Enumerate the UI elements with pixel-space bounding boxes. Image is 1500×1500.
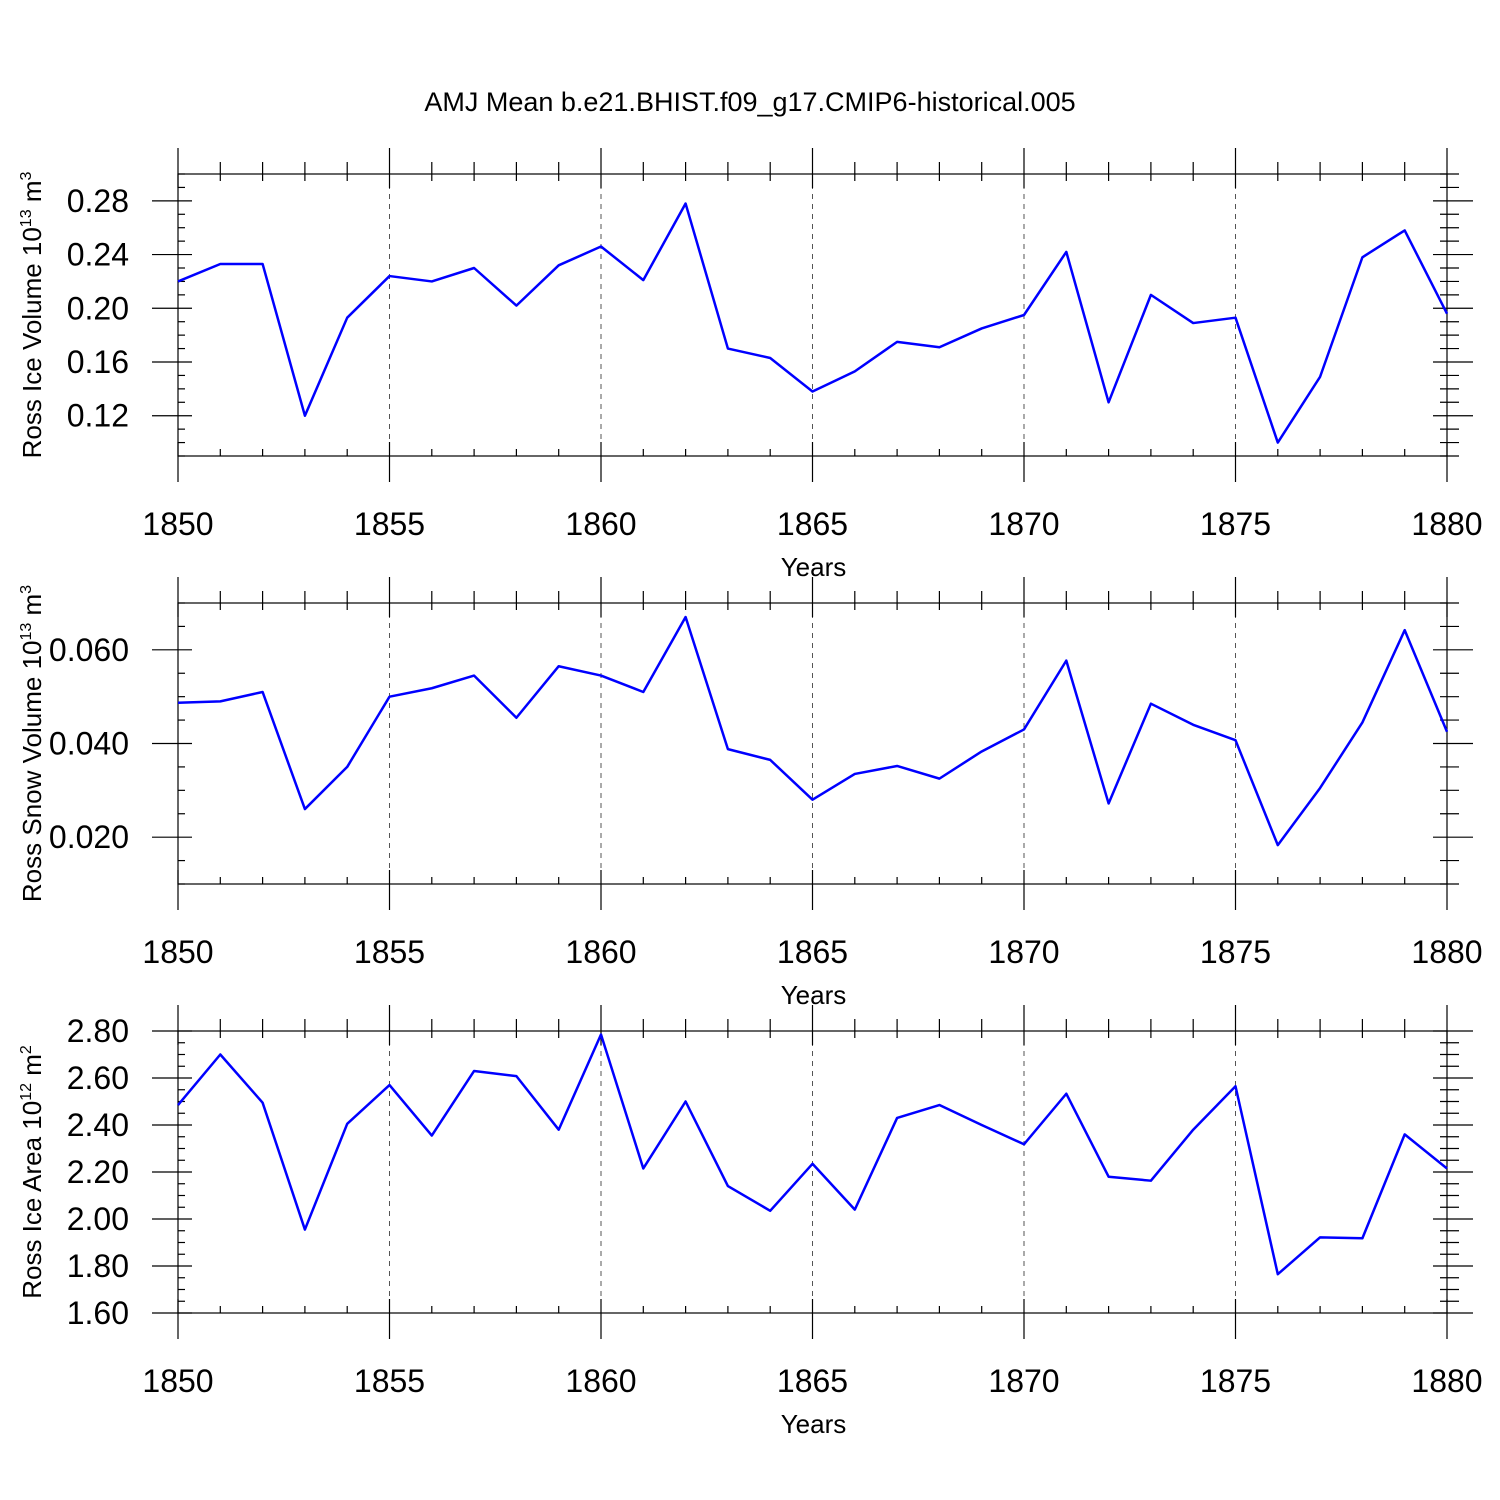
y-tick-label: 0.040 [49, 726, 129, 762]
y-axis-title: Ross Ice Area 1012 m2 [17, 1045, 47, 1299]
x-tick-label: 1855 [354, 506, 425, 542]
x-tick-label: 1870 [988, 1363, 1059, 1399]
panels: 0.12 0.16 0.20 0.24 0.28 1850 1855 1860 1865 1870… [17, 148, 1483, 1439]
y-tick-label: 1.80 [67, 1248, 129, 1284]
y-axis-title-superscript: 3 [18, 585, 35, 594]
x-tick-label: 1860 [565, 506, 636, 542]
y-tick-label: 0.12 [67, 398, 129, 434]
x-tick-label: 1860 [565, 1363, 636, 1399]
plot-frame [177, 602, 1448, 885]
x-axis-title: Years [781, 1409, 847, 1439]
chart-panel-2: 0.020 0.040 0.060 1850 1855 1860 1865 1870 1875 1… [17, 577, 1483, 1010]
y-tick-label: 0.16 [67, 344, 129, 380]
y-axis-title-text: Ross Ice Area 10 [17, 1101, 47, 1299]
y-axis-title-text: m [17, 594, 47, 623]
y-axis-title-superscript: 12 [18, 1083, 35, 1101]
y-tick-label: 1.60 [67, 1295, 129, 1331]
x-tick-label: 1865 [777, 506, 848, 542]
y-axis-title-text: Ross Snow Volume 10 [17, 641, 47, 903]
y-axis-title-superscript: 2 [18, 1045, 35, 1054]
x-tick-label: 1880 [1411, 934, 1482, 970]
x-tick-label: 1850 [142, 506, 213, 542]
y-tick-label: 2.40 [67, 1107, 129, 1143]
x-tick-label: 1870 [988, 506, 1059, 542]
x-tick-label: 1860 [565, 934, 636, 970]
y-tick-label: 2.20 [67, 1154, 129, 1190]
y-axis-title: Ross Snow Volume 1013 m3 [17, 585, 47, 902]
y-tick-label: 0.24 [67, 237, 129, 273]
x-tick-label: 1865 [777, 1363, 848, 1399]
y-tick-label: 0.020 [49, 819, 129, 855]
x-tick-label: 1875 [1200, 506, 1271, 542]
x-axis-title: Years [781, 980, 847, 1010]
chart-panel-3: 1.60 1.80 2.00 2.20 2.40 2.60 2.80 1850 1855 1860… [17, 1005, 1483, 1439]
y-tick-label: 0.28 [67, 183, 129, 219]
y-tick-label: 0.060 [49, 632, 129, 668]
y-axis-title-superscript: 3 [18, 171, 35, 180]
x-axis-title: Years [781, 552, 847, 582]
y-axis-title: Ross Ice Volume 1013 m3 [17, 171, 47, 458]
y-tick-label: 0.20 [67, 290, 129, 326]
x-tick-label: 1880 [1411, 506, 1482, 542]
y-axis-title-text: Ross Ice Volume 10 [17, 227, 47, 458]
y-axis-title-text: m [17, 1054, 47, 1083]
x-tick-label: 1855 [354, 1363, 425, 1399]
x-tick-label: 1870 [988, 934, 1059, 970]
chart-panel-1: 0.12 0.16 0.20 0.24 0.28 1850 1855 1860 1865 1870… [17, 148, 1483, 582]
x-tick-label: 1865 [777, 934, 848, 970]
y-tick-label: 2.60 [67, 1060, 129, 1096]
x-tick-label: 1880 [1411, 1363, 1482, 1399]
figure-title: AMJ Mean b.e21.BHIST.f09_g17.CMIP6-histo… [424, 87, 1075, 117]
y-axis-title-superscript: 13 [18, 209, 35, 227]
y-tick-label: 2.00 [67, 1201, 129, 1237]
y-tick-label: 2.80 [67, 1013, 129, 1049]
x-tick-label: 1850 [142, 934, 213, 970]
x-tick-label: 1875 [1200, 1363, 1271, 1399]
plot-frame [177, 1030, 1448, 1314]
y-axis-title-text: m [17, 180, 47, 209]
x-tick-label: 1875 [1200, 934, 1271, 970]
plot-frame [177, 173, 1448, 457]
x-tick-label: 1850 [142, 1363, 213, 1399]
y-axis-title-superscript: 13 [18, 623, 35, 641]
x-tick-label: 1855 [354, 934, 425, 970]
